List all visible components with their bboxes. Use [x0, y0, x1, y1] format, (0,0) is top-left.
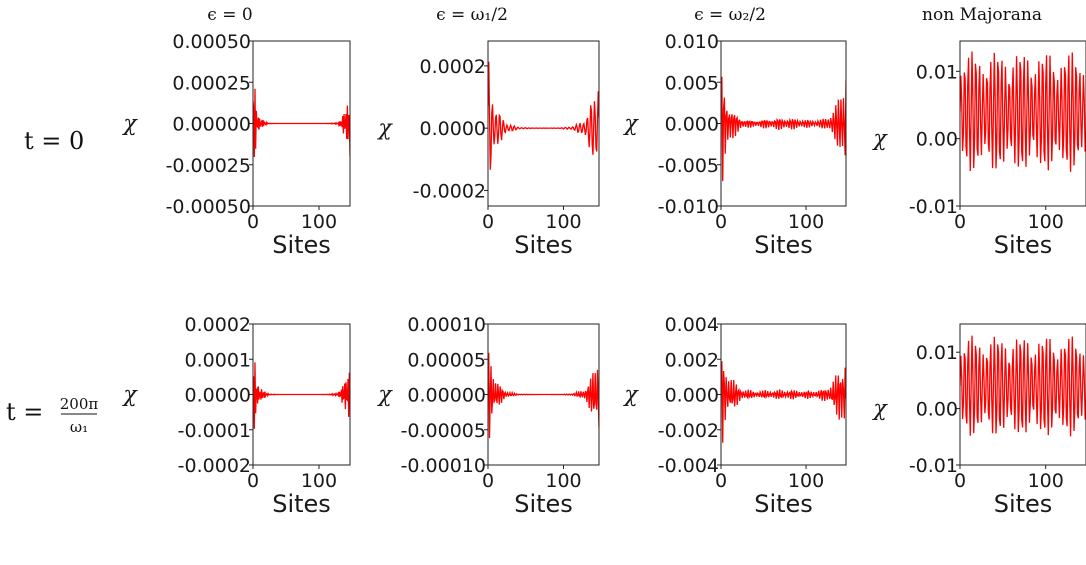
x-axis-label: Sites: [514, 231, 573, 259]
y-axis-label: χ: [622, 383, 639, 408]
y-tick-label: -0.01: [909, 196, 958, 218]
x-tick-label: 0: [482, 211, 494, 233]
column-title-3: ϵ = ω₂/2: [694, 5, 766, 25]
y-tick-label: -0.0001: [178, 420, 251, 442]
y-axis-label: χ: [121, 112, 138, 137]
column-title-4: non Majorana: [922, 5, 1042, 25]
y-tick-label: -0.01: [909, 455, 958, 477]
row-label-2-lhs: t =: [6, 398, 43, 426]
y-tick-label: 0.01: [916, 61, 958, 83]
row-label-2-denominator: ω₁: [70, 418, 88, 436]
x-tick-label: 100: [788, 470, 824, 492]
x-tick-label: 100: [301, 470, 337, 492]
y-tick-label: -0.004: [658, 455, 719, 477]
x-tick-label: 0: [954, 470, 966, 492]
y-tick-label: 0.0000: [185, 385, 251, 407]
x-axis-label: Sites: [754, 490, 813, 518]
data-series-line: [253, 362, 350, 429]
y-tick-label: 0.00000: [407, 385, 486, 407]
x-tick-label: 100: [545, 470, 581, 492]
y-tick-label: -0.00010: [401, 455, 486, 477]
y-tick-label: -0.005: [658, 155, 719, 177]
y-tick-label: 0.0002: [185, 314, 251, 336]
x-tick-label: 100: [301, 211, 337, 233]
data-series-line: [960, 51, 1086, 172]
y-tick-label: -0.002: [658, 420, 719, 442]
row-label-1: t = 0: [24, 127, 84, 155]
column-title-1: ϵ = 0: [207, 5, 252, 25]
column-title-2: ϵ = ω₁/2: [436, 5, 508, 25]
x-tick-label: 0: [954, 211, 966, 233]
x-axis-label: Sites: [272, 231, 331, 259]
data-series-line: [253, 88, 350, 158]
y-tick-label: 0.00000: [172, 114, 251, 136]
x-tick-label: 100: [1028, 211, 1064, 233]
y-axis-label: χ: [121, 383, 138, 408]
data-series-line: [721, 361, 846, 443]
y-axis-label: χ: [871, 127, 888, 152]
y-tick-label: -0.00050: [166, 196, 251, 218]
y-tick-label: 0.00005: [407, 349, 486, 371]
y-tick-label: -0.00005: [401, 420, 486, 442]
data-series-line: [960, 335, 1086, 437]
x-tick-label: 0: [715, 470, 727, 492]
y-axis-label: χ: [376, 116, 393, 141]
data-series-line: [721, 76, 846, 182]
y-tick-label: 0.0000: [420, 118, 486, 140]
data-series-line: [488, 352, 599, 439]
x-tick-label: 100: [788, 211, 824, 233]
plot-frame: [959, 40, 1086, 207]
y-tick-label: 0.000: [665, 385, 719, 407]
x-tick-label: 0: [247, 211, 259, 233]
y-tick-label: -0.010: [658, 196, 719, 218]
y-tick-label: 0.0001: [185, 349, 251, 371]
y-tick-label: 0.01: [916, 342, 958, 364]
x-axis-label: Sites: [754, 231, 813, 259]
y-tick-label: 0.00: [916, 129, 958, 151]
y-tick-label: 0.00050: [172, 31, 251, 53]
plot-frame: [487, 40, 600, 207]
x-axis-label: Sites: [994, 490, 1053, 518]
row-label-2: t = 200π ω₁: [6, 395, 98, 436]
y-tick-label: -0.00025: [166, 155, 251, 177]
y-axis-label: χ: [622, 112, 639, 137]
x-tick-label: 100: [545, 211, 581, 233]
y-tick-label: 0.00: [916, 399, 958, 421]
x-tick-label: 0: [715, 211, 727, 233]
y-tick-label: 0.005: [665, 72, 719, 94]
x-tick-label: 100: [1028, 470, 1064, 492]
x-tick-label: 0: [247, 470, 259, 492]
y-tick-label: 0.002: [665, 349, 719, 371]
y-tick-label: -0.0002: [413, 180, 486, 202]
data-series-line: [488, 61, 599, 170]
plot-frame: [959, 323, 1086, 466]
y-tick-label: -0.0002: [178, 455, 251, 477]
y-tick-label: 0.004: [665, 314, 719, 336]
x-axis-label: Sites: [514, 490, 573, 518]
y-tick-label: 0.010: [665, 31, 719, 53]
row-label-2-numerator: 200π: [60, 395, 99, 413]
x-axis-label: Sites: [994, 231, 1053, 259]
y-tick-label: 0.00010: [407, 314, 486, 336]
x-axis-label: Sites: [272, 490, 331, 518]
y-tick-label: 0.0002: [420, 56, 486, 78]
y-axis-label: χ: [376, 383, 393, 408]
y-tick-label: 0.000: [665, 114, 719, 136]
y-tick-label: 0.00025: [172, 72, 251, 94]
y-axis-label: χ: [871, 397, 888, 422]
x-tick-label: 0: [482, 470, 494, 492]
